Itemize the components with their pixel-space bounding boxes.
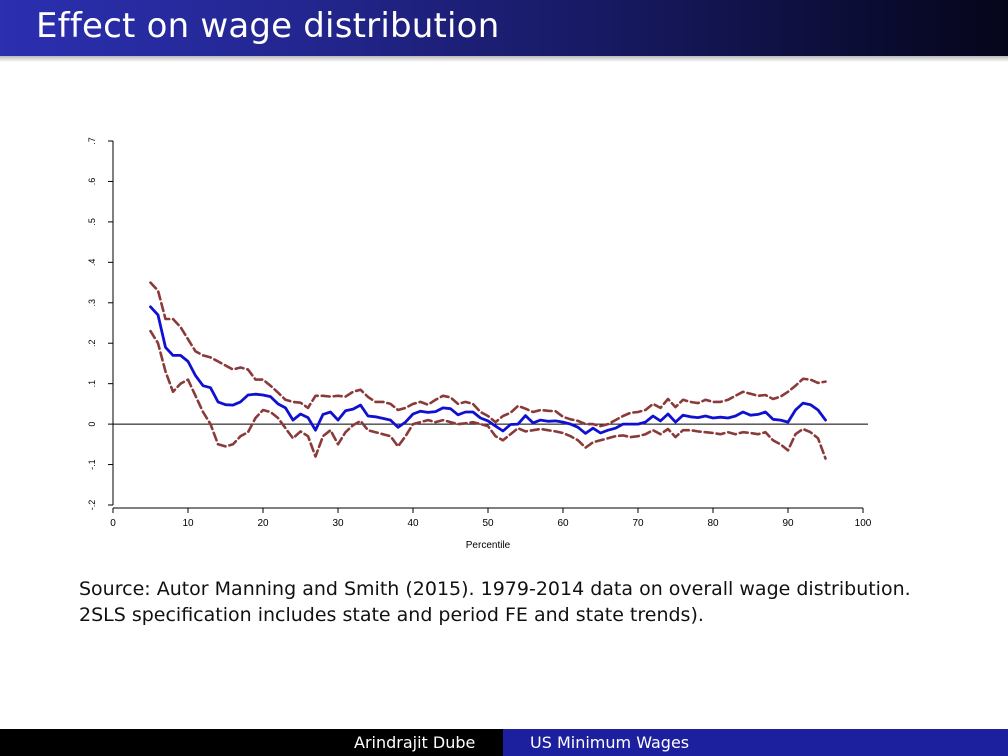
x-tick-label: 40 [407,518,419,529]
x-tick-label: 70 [632,518,644,529]
x-tick-label: 80 [707,518,719,529]
x-tick-label: 0 [110,518,116,529]
x-tick-label: 100 [855,518,872,529]
x-tick-label: 20 [257,518,269,529]
caption-line-1: Source: Autor Manning and Smith (2015). … [79,578,911,600]
y-tick-label: .6 [87,178,97,186]
footer-talk-panel [503,729,1008,756]
slide-title: Effect on wage distribution [36,6,500,46]
lower-ci-line [149,329,827,460]
upper-ci-line [149,281,827,428]
title-bar-shadow [0,56,1008,62]
footer-author: Arindrajit Dube [354,733,476,752]
y-tick-label: -.2 [87,500,97,511]
footer-bar: Arindrajit Dube US Minimum Wages [0,729,1008,756]
caption: Source: Autor Manning and Smith (2015). … [79,576,979,628]
title-bar: Effect on wage distribution [0,0,1008,56]
x-tick-label: 60 [557,518,569,529]
x-tick-label: 30 [332,518,344,529]
chart-series [149,281,827,460]
chart-axes: -.2 -.1 0 .1 .2 .3 .4 .5 .6 .7 0 10 20 30 40 50 60 70 80 90… [87,137,872,529]
x-axis-label: Percentile [466,540,511,551]
y-tick-label: .2 [87,339,97,347]
y-tick-label: .5 [87,218,97,226]
wage-effect-chart: -.2 -.1 0 .1 .2 .3 .4 .5 .6 .7 0 10 20 30 40 50 60 70 80 90… [87,137,872,551]
x-tick-label: 10 [182,518,194,529]
y-tick-label: .3 [87,299,97,307]
y-tick-label: .4 [87,259,97,267]
footer-talk-title: US Minimum Wages [530,733,690,752]
x-tick-label: 90 [782,518,794,529]
caption-line-2: 2SLS specification includes state and pe… [79,604,704,626]
y-tick-label: .7 [87,137,97,145]
estimate-line [149,305,827,435]
x-tick-label: 50 [482,518,494,529]
y-tick-label: .1 [87,380,97,388]
y-tick-label: 0 [87,422,97,427]
y-tick-label: -.1 [87,459,97,470]
